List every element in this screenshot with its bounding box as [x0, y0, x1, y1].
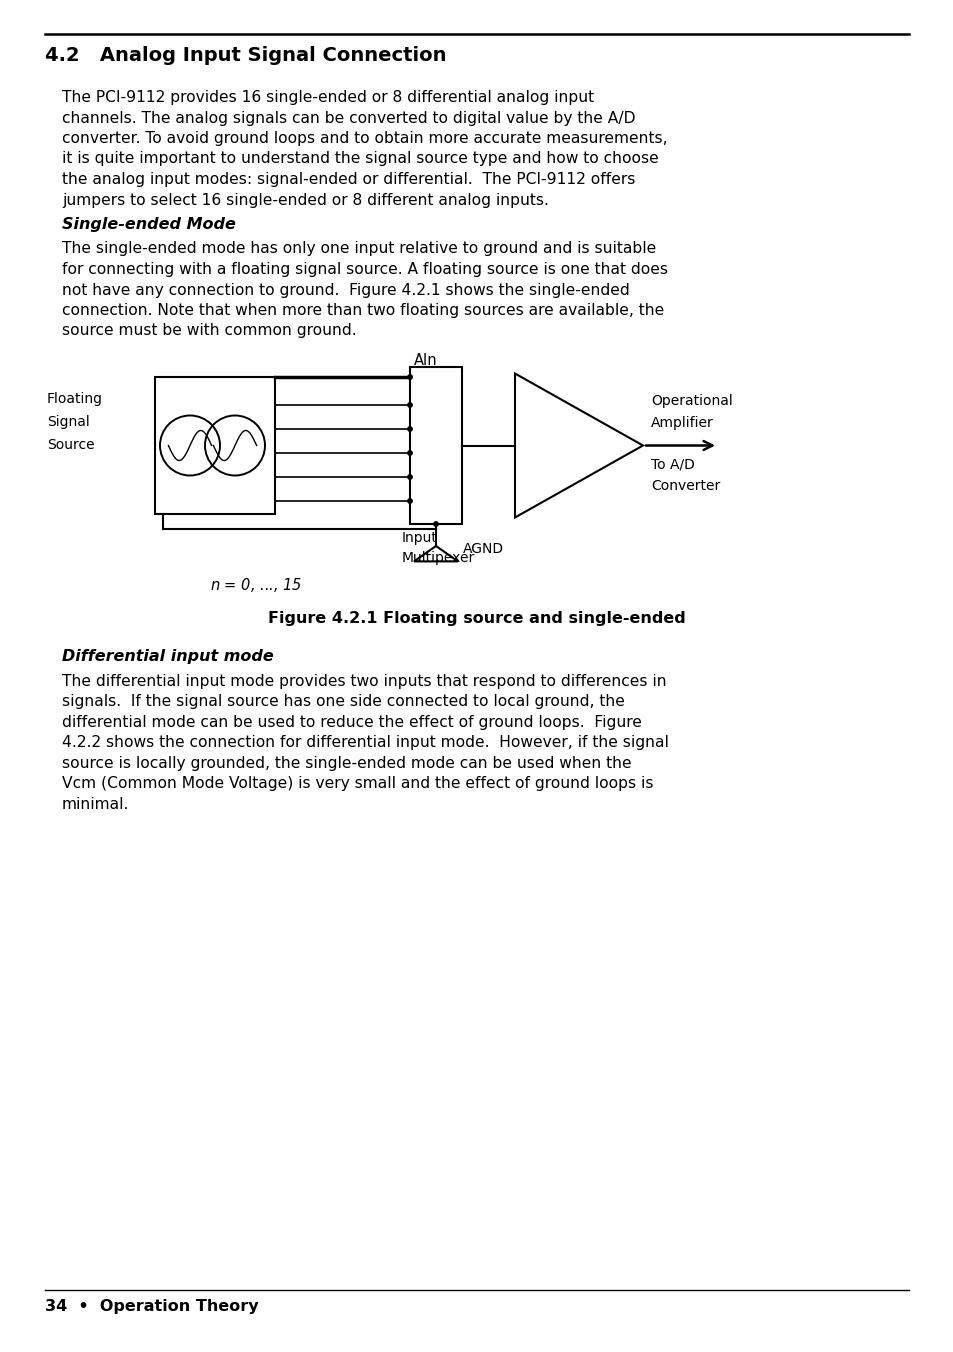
Text: for connecting with a floating signal source. A floating source is one that does: for connecting with a floating signal so…: [62, 262, 667, 277]
Text: AGND: AGND: [462, 542, 503, 556]
Text: Vcm (Common Mode Voltage) is very small and the effect of ground loops is: Vcm (Common Mode Voltage) is very small …: [62, 776, 653, 791]
Text: converter. To avoid ground loops and to obtain more accurate measurements,: converter. To avoid ground loops and to …: [62, 131, 667, 146]
Circle shape: [407, 403, 412, 407]
Text: The differential input mode provides two inputs that respond to differences in: The differential input mode provides two…: [62, 673, 666, 688]
Text: Amplifier: Amplifier: [650, 415, 713, 430]
Text: Single-ended Mode: Single-ended Mode: [62, 218, 235, 233]
Text: minimal.: minimal.: [62, 796, 130, 811]
Text: Differential input mode: Differential input mode: [62, 649, 274, 664]
Text: Operational: Operational: [650, 393, 732, 407]
Text: Source: Source: [47, 438, 94, 452]
Text: $n$ = 0, ..., 15: $n$ = 0, ..., 15: [210, 576, 302, 594]
Circle shape: [407, 475, 412, 479]
Text: channels. The analog signals can be converted to digital value by the A/D: channels. The analog signals can be conv…: [62, 111, 635, 126]
Text: the analog input modes: signal-ended or differential.  The PCI-9112 offers: the analog input modes: signal-ended or …: [62, 172, 635, 187]
Text: it is quite important to understand the signal source type and how to choose: it is quite important to understand the …: [62, 151, 659, 166]
Text: jumpers to select 16 single-ended or 8 different analog inputs.: jumpers to select 16 single-ended or 8 d…: [62, 192, 548, 207]
Bar: [154, 377, 274, 514]
Text: 4.2   Analog Input Signal Connection: 4.2 Analog Input Signal Connection: [45, 46, 446, 65]
Circle shape: [407, 375, 412, 379]
Text: Input: Input: [401, 531, 437, 545]
Text: 34  •  Operation Theory: 34 • Operation Theory: [45, 1299, 258, 1314]
Text: differential mode can be used to reduce the effect of ground loops.  Figure: differential mode can be used to reduce …: [62, 714, 641, 730]
Text: 4.2.2 shows the connection for differential input mode.  However, if the signal: 4.2.2 shows the connection for different…: [62, 735, 668, 750]
Text: Figure 4.2.1 Floating source and single-ended: Figure 4.2.1 Floating source and single-…: [268, 611, 685, 626]
Text: source is locally grounded, the single-ended mode can be used when the: source is locally grounded, the single-e…: [62, 756, 631, 771]
Text: Multipexer: Multipexer: [401, 552, 475, 565]
Circle shape: [407, 499, 412, 503]
Text: not have any connection to ground.  Figure 4.2.1 shows the single-ended: not have any connection to ground. Figur…: [62, 283, 629, 297]
Text: source must be with common ground.: source must be with common ground.: [62, 323, 356, 338]
Bar: [410, 366, 461, 525]
Text: To A/D: To A/D: [650, 457, 694, 472]
Text: signals.  If the signal source has one side connected to local ground, the: signals. If the signal source has one si…: [62, 694, 624, 708]
Circle shape: [407, 450, 412, 456]
Text: AIn: AIn: [414, 353, 437, 368]
Text: Floating: Floating: [47, 392, 103, 406]
Text: The PCI-9112 provides 16 single-ended or 8 differential analog input: The PCI-9112 provides 16 single-ended or…: [62, 91, 594, 105]
Text: The single-ended mode has only one input relative to ground and is suitable: The single-ended mode has only one input…: [62, 242, 656, 257]
Circle shape: [434, 522, 437, 526]
Circle shape: [407, 427, 412, 431]
Text: Signal: Signal: [47, 415, 90, 429]
Text: Converter: Converter: [650, 479, 720, 492]
Text: connection. Note that when more than two floating sources are available, the: connection. Note that when more than two…: [62, 303, 663, 318]
